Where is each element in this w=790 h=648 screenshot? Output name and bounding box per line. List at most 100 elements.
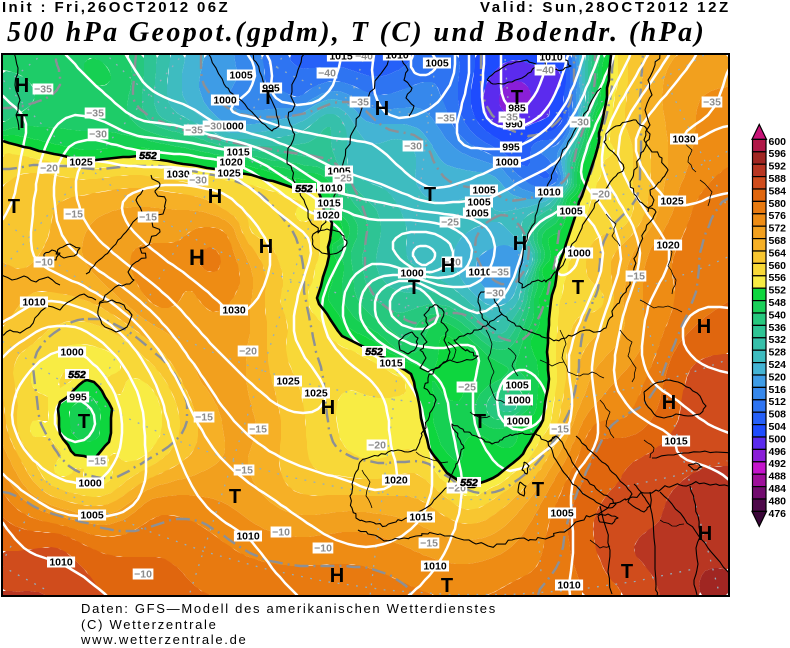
svg-text:H: H [697,523,711,545]
svg-text:−30: −30 [204,121,222,133]
svg-text:1015: 1015 [409,512,433,524]
svg-text:−40: −40 [536,65,554,77]
svg-text:T: T [423,184,435,206]
svg-text:−35: −35 [437,113,455,125]
svg-text:1010: 1010 [539,55,563,64]
svg-text:995: 995 [262,83,280,95]
svg-text:H: H [661,392,675,414]
svg-text:584: 584 [769,185,787,197]
svg-text:T: T [440,575,452,594]
svg-text:552: 552 [295,183,313,195]
svg-text:−35: −35 [34,84,52,96]
svg-text:1010: 1010 [537,187,561,199]
svg-text:520: 520 [769,371,787,383]
svg-text:576: 576 [769,210,787,222]
svg-text:1030: 1030 [222,305,246,317]
svg-text:T: T [261,87,273,109]
svg-text:560: 560 [769,260,787,272]
svg-text:592: 592 [769,161,787,173]
svg-text:1005: 1005 [550,508,574,520]
svg-text:−35: −35 [351,97,369,109]
svg-text:−35: −35 [185,125,203,137]
svg-text:H: H [696,316,710,338]
svg-text:−25: −25 [441,217,459,229]
svg-text:1010: 1010 [49,557,73,569]
svg-text:−20: −20 [443,257,461,269]
svg-text:−15: −15 [139,212,157,224]
svg-text:600: 600 [769,136,787,148]
svg-text:1025: 1025 [660,196,684,208]
svg-text:1000: 1000 [60,347,84,359]
svg-text:995: 995 [502,142,520,154]
svg-text:596: 596 [769,148,787,160]
svg-text:−10: −10 [272,527,290,539]
svg-text:1025: 1025 [217,168,241,180]
svg-text:1000: 1000 [220,121,244,133]
svg-text:−10: −10 [35,257,53,269]
svg-text:−10: −10 [314,543,332,555]
svg-text:1025: 1025 [276,376,300,388]
svg-text:508: 508 [769,409,787,421]
svg-text:−30: −30 [571,117,589,129]
svg-text:1025: 1025 [304,388,328,400]
svg-text:1000: 1000 [213,95,237,107]
svg-text:−35: −35 [703,97,721,109]
svg-text:556: 556 [769,272,787,284]
svg-text:T: T [620,561,632,583]
svg-text:−15: −15 [88,456,106,468]
svg-text:1015: 1015 [664,436,688,448]
svg-text:H: H [189,245,205,270]
svg-text:552: 552 [68,369,86,381]
svg-text:1010: 1010 [468,267,492,279]
svg-text:1005: 1005 [505,380,529,392]
svg-text:548: 548 [769,297,787,309]
svg-text:1010: 1010 [22,297,46,309]
svg-text:1030: 1030 [166,169,190,181]
svg-text:H: H [374,98,388,120]
svg-text:1000: 1000 [506,416,530,428]
svg-text:1005: 1005 [465,208,489,220]
svg-text:−25: −25 [458,382,476,394]
svg-text:1005: 1005 [80,510,104,522]
svg-text:1030: 1030 [672,134,696,146]
svg-text:1005: 1005 [472,185,496,197]
svg-text:1025: 1025 [69,157,93,169]
svg-text:552: 552 [139,150,157,162]
svg-text:1020: 1020 [219,157,243,169]
svg-text:H: H [512,233,526,255]
svg-text:528: 528 [769,347,787,359]
svg-text:−35: −35 [86,108,104,120]
svg-text:995: 995 [69,392,87,404]
svg-text:T: T [571,277,583,299]
svg-text:T: T [531,479,543,501]
svg-text:524: 524 [769,359,787,371]
svg-text:1020: 1020 [384,475,408,487]
svg-text:1020: 1020 [656,240,680,252]
svg-text:1005: 1005 [467,197,491,209]
svg-text:−15: −15 [627,271,645,283]
svg-text:T: T [15,111,27,133]
svg-text:−35: −35 [491,267,509,279]
svg-text:516: 516 [769,384,787,396]
svg-text:1015: 1015 [379,358,403,370]
svg-text:−15: −15 [65,209,83,221]
svg-text:1020: 1020 [316,210,340,222]
svg-text:−30: −30 [189,175,207,187]
svg-text:−15: −15 [235,465,253,477]
svg-text:−30: −30 [404,141,422,153]
svg-text:H: H [258,236,272,258]
svg-text:T: T [407,277,419,299]
svg-text:580: 580 [769,198,787,210]
svg-text:−15: −15 [551,424,569,436]
svg-text:476: 476 [769,508,787,520]
svg-text:T: T [510,87,522,109]
svg-text:500: 500 [769,433,787,445]
svg-text:492: 492 [769,458,787,470]
svg-text:1000: 1000 [78,478,102,490]
svg-text:1010: 1010 [236,531,260,543]
svg-text:484: 484 [769,483,787,495]
svg-text:1010: 1010 [319,183,343,195]
svg-text:−20: −20 [40,163,58,175]
svg-text:512: 512 [769,396,787,408]
svg-text:480: 480 [769,495,787,507]
